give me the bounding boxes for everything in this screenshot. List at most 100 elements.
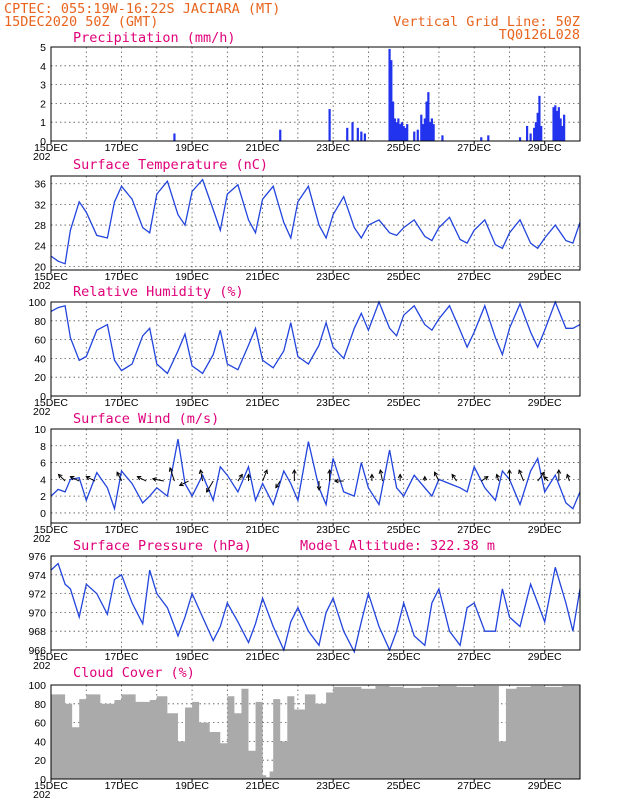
x-year-label: 202 (33, 789, 51, 800)
wind-arrow (397, 473, 403, 482)
x-tick-label: 27DEC (457, 271, 491, 283)
wind-arrow-shaft (169, 467, 175, 482)
panel-title: Surface Wind (m/s) (73, 411, 219, 427)
y-tick-label: 4 (40, 61, 46, 73)
x-tick-label: 19DEC (175, 142, 209, 154)
y-tick-label: 36 (34, 179, 46, 191)
precip-bar (346, 127, 349, 141)
panel-title: Precipitation (mm/h) (73, 30, 236, 46)
wind-arrow (206, 480, 214, 493)
wind-arrow-shaft (70, 476, 80, 482)
precip-bar (429, 122, 432, 141)
wind-arrow (378, 469, 384, 482)
precip-bar (536, 112, 539, 141)
panel-6: Cloud Cover (%) 0 20 40 60 80 100 15DEC 17DEC 19D… (28, 665, 581, 800)
x-tick-label: 29DEC (528, 651, 562, 663)
wind-arrow (556, 468, 562, 482)
x-tick-label: 17DEC (105, 397, 139, 409)
y-tick-label: 2 (40, 491, 46, 503)
y-tick-label: 24 (34, 241, 46, 253)
wind-arrow (151, 477, 164, 482)
header-location: CPTEC: 055:19W-16:22S JACIARA (MT) (4, 1, 280, 17)
wind-arrow-head (422, 475, 428, 481)
panel-3: Relative Humidity (%) 0 20 40 60 80 100 15DEC 17… (28, 284, 581, 418)
x-tick-label: 25DEC (387, 271, 421, 283)
wind-arrow-shaft (480, 476, 489, 482)
wind-arrow (333, 478, 344, 484)
wind-arrow-head (85, 475, 91, 481)
precip-bar (538, 95, 541, 141)
x-tick-label: 29DEC (528, 524, 562, 536)
wind-arrow (262, 469, 268, 482)
y-tick-label: 968 (28, 626, 46, 638)
x-tick-label: 29DEC (528, 271, 562, 283)
wind-arrow-head (69, 475, 75, 481)
wind-arrow-head (246, 473, 251, 479)
y-tick-label: 100 (28, 297, 46, 309)
wind-arrow (495, 473, 500, 482)
x-tick-label: 21DEC (246, 524, 280, 536)
precip-bar (423, 118, 426, 141)
y-tick-label: 3 (40, 80, 46, 92)
cloud-cover-area (51, 685, 580, 779)
panel-frame (50, 684, 581, 780)
wind-arrow-shaft (566, 474, 570, 482)
wind-arrow-head (168, 466, 174, 472)
precip-bar (425, 101, 428, 141)
wind-arrow (451, 473, 457, 482)
wind-arrow-shaft (537, 471, 545, 482)
precip-bar (533, 127, 536, 141)
precip-bar (557, 107, 560, 141)
x-tick-label: 19DEC (175, 780, 209, 792)
wind-arrow-shaft (58, 474, 66, 482)
precip-bar (487, 135, 490, 141)
precip-bar (421, 124, 425, 141)
header-grid-note: Vertical Grid Line: 50Z (393, 14, 580, 30)
y-tick-label: 974 (28, 570, 46, 582)
y-tick-label: 5 (40, 42, 46, 54)
panel-title: Surface Temperature (nC) (73, 157, 268, 173)
precip-bar (427, 92, 430, 141)
wind-arrow (433, 471, 440, 482)
y-tick-label: 2 (40, 98, 46, 110)
y-tick-label: 32 (34, 199, 46, 211)
wind-arrow-head (378, 469, 384, 475)
precip-bar (518, 137, 522, 141)
x-tick-label: 17DEC (105, 524, 139, 536)
wind-arrow-shaft (237, 474, 243, 482)
x-year-label: 202 (33, 533, 51, 545)
x-tick-label: 15DEC (34, 271, 68, 283)
wind-arrow-head (543, 475, 548, 481)
wind-arrow-head (451, 473, 456, 479)
panel-5: Surface Pressure (hPa) Model Altitude: 32… (28, 538, 581, 672)
wind-arrow-head (198, 469, 204, 475)
x-tick-label: 27DEC (457, 780, 491, 792)
precip-bar (529, 133, 532, 141)
precip-bar (388, 48, 391, 141)
y-tick-label: 0 (40, 136, 46, 148)
wind-arrow (136, 475, 147, 482)
panel-annotation: Model Altitude: 322.38 m (300, 538, 495, 554)
wind-arrow-head (566, 473, 571, 479)
precip-bar (356, 127, 359, 141)
wind-arrow (275, 480, 281, 489)
x-tick-label: 27DEC (457, 524, 491, 536)
wind-arrow-head (333, 478, 339, 484)
wind-arrow (85, 475, 96, 482)
precip-bar (559, 118, 562, 141)
precip-bar (363, 133, 366, 141)
x-tick-label: 27DEC (457, 142, 491, 154)
wind-arrow (327, 468, 332, 482)
panel-frame (50, 428, 581, 524)
panel-title: Relative Humidity (%) (73, 284, 244, 300)
wind-arrow-head (397, 473, 403, 479)
wind-arrow-head (206, 488, 211, 493)
x-year-label: 202 (33, 280, 51, 292)
y-tick-label: 1 (40, 117, 46, 129)
x-tick-label: 23DEC (316, 271, 350, 283)
wind-arrow-head (275, 483, 280, 489)
wind-arrow-head (238, 473, 243, 479)
precip-bar (526, 125, 529, 141)
wind-arrow-shaft (116, 472, 122, 482)
